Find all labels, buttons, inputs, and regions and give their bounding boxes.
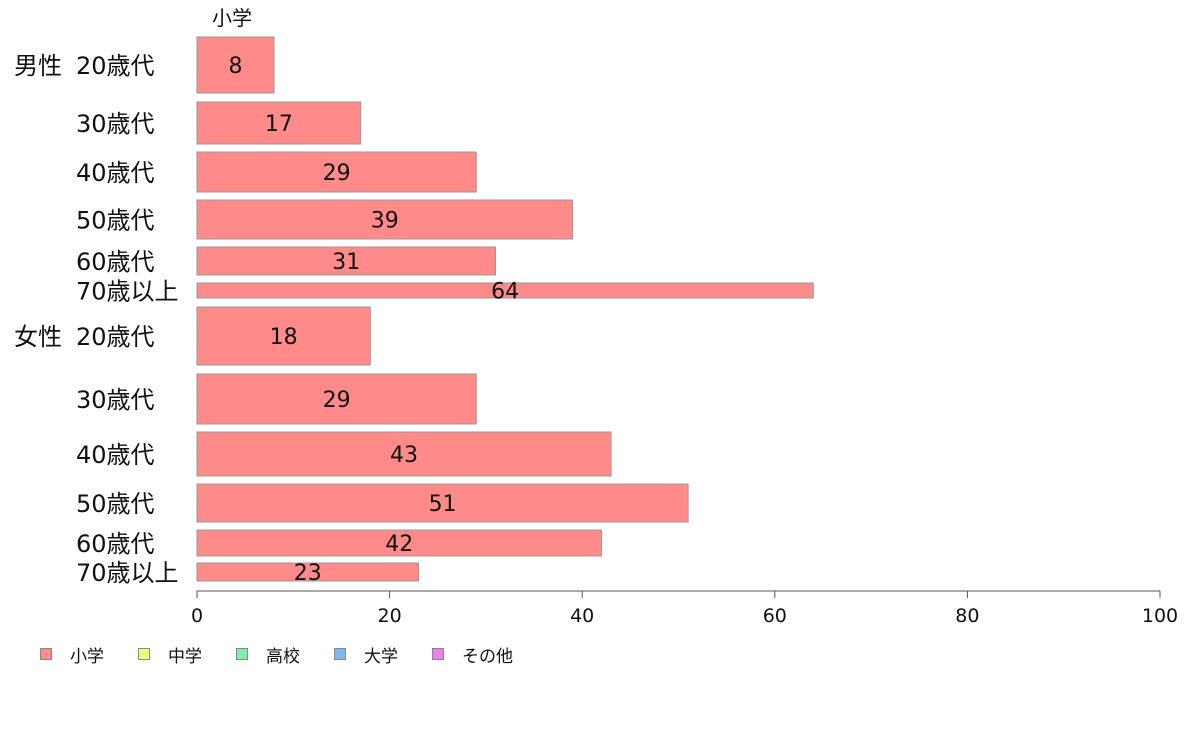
bar-value-label: 43: [390, 443, 418, 468]
category-label: 30歳代: [76, 110, 155, 138]
category-label: 30歳代: [76, 386, 155, 414]
legend-item: 中学: [138, 642, 202, 667]
bar-male-4: [196, 246, 497, 276]
bar-value-label: 39: [371, 209, 399, 234]
bar-rows: 820歳代男性1730歳代2940歳代3950歳代3160歳代6470歳以上18…: [14, 36, 814, 587]
bar-female-0: [196, 306, 371, 366]
legend-label: 大学: [364, 646, 398, 667]
category-label: 20歳代: [76, 323, 155, 351]
legend-item: 大学: [334, 642, 398, 667]
x-tick-label: 100: [1142, 605, 1178, 627]
legend-label: その他: [462, 646, 513, 667]
group-label: 女性: [14, 323, 62, 351]
bar-value-label: 18: [270, 325, 298, 350]
x-tick-label: 60: [763, 605, 787, 627]
category-label: 60歳代: [76, 248, 155, 276]
category-label: 50歳代: [76, 207, 155, 235]
category-label: 40歳代: [76, 441, 155, 469]
bar-male-1: [196, 101, 362, 145]
legend-swatch: [432, 648, 444, 660]
category-label: 50歳代: [76, 490, 155, 518]
legend-label: 中学: [168, 646, 202, 667]
bar-value-label: 42: [385, 532, 413, 557]
category-label: 70歳以上: [76, 559, 179, 587]
column-header: 小学: [212, 6, 252, 30]
category-label: 20歳代: [76, 52, 155, 80]
legend-label: 小学: [70, 646, 104, 667]
bar-value-label: 23: [294, 561, 322, 586]
bar-value-label: 17: [265, 112, 293, 137]
x-tick-label: 40: [570, 605, 594, 627]
category-label: 40歳代: [76, 159, 155, 187]
legend-swatch: [334, 648, 346, 660]
legend-item: 高校: [236, 642, 300, 667]
bar-female-3: [196, 483, 689, 523]
category-label: 70歳以上: [76, 278, 179, 306]
legend-item: その他: [432, 642, 513, 667]
legend-swatch: [138, 648, 150, 660]
legend: 小学 中学 高校 大学 その他: [40, 642, 547, 667]
bar-value-label: 31: [332, 250, 360, 275]
bar-value-label: 51: [429, 492, 457, 517]
bar-value-label: 29: [323, 388, 351, 413]
bar-male-0: [196, 36, 275, 94]
legend-item: 小学: [40, 642, 104, 667]
category-label: 60歳代: [76, 530, 155, 558]
x-axis: 0 20 40 60 80 100: [191, 590, 1178, 627]
bar-female-2: [196, 431, 612, 477]
x-tick-label: 80: [955, 605, 979, 627]
bar-male-3: [196, 199, 574, 240]
bar-female-4: [196, 529, 602, 557]
bar-value-label: 8: [229, 54, 243, 79]
bar-value-label: 29: [323, 161, 351, 186]
x-tick-label: 20: [378, 605, 402, 627]
legend-label: 高校: [266, 646, 300, 667]
bar-male-2: [196, 151, 477, 193]
bar-female-1: [196, 373, 477, 425]
x-tick-label: 0: [191, 605, 203, 627]
legend-swatch: [40, 648, 52, 660]
bar-female-5: [196, 562, 419, 582]
bar-male-5: [196, 282, 814, 299]
group-label: 男性: [14, 52, 62, 80]
bar-value-label: 64: [491, 280, 519, 305]
legend-swatch: [236, 648, 248, 660]
